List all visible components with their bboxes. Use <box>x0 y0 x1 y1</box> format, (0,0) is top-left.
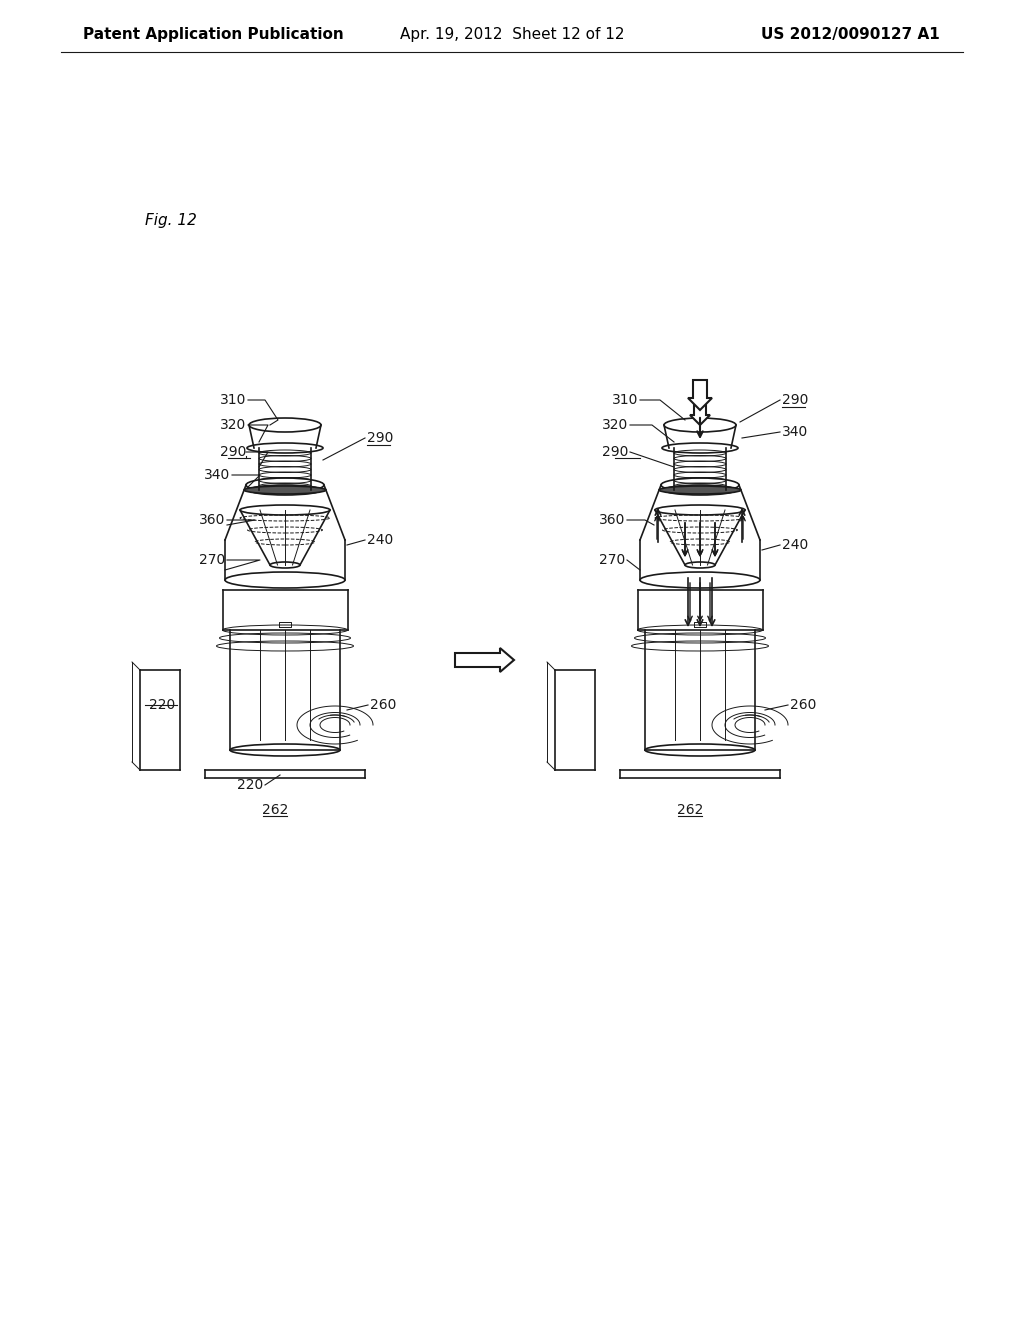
Text: Apr. 19, 2012  Sheet 12 of 12: Apr. 19, 2012 Sheet 12 of 12 <box>399 28 625 42</box>
Text: 310: 310 <box>219 393 246 407</box>
Text: 270: 270 <box>199 553 225 568</box>
Text: 290: 290 <box>782 393 808 407</box>
Text: Patent Application Publication: Patent Application Publication <box>83 28 344 42</box>
Text: 340: 340 <box>204 469 230 482</box>
Text: 290: 290 <box>219 445 246 459</box>
Text: 360: 360 <box>199 513 225 527</box>
Text: 260: 260 <box>790 698 816 711</box>
Text: 240: 240 <box>367 533 393 546</box>
Ellipse shape <box>244 486 326 494</box>
Text: 290: 290 <box>602 445 628 459</box>
Text: 262: 262 <box>677 803 703 817</box>
Text: 340: 340 <box>782 425 808 440</box>
Text: 220: 220 <box>148 698 175 711</box>
FancyArrow shape <box>690 395 710 425</box>
Text: 270: 270 <box>599 553 625 568</box>
Text: 320: 320 <box>602 418 628 432</box>
FancyArrow shape <box>688 380 712 411</box>
Text: Fig. 12: Fig. 12 <box>145 213 197 227</box>
Text: 262: 262 <box>262 803 288 817</box>
Text: US 2012/0090127 A1: US 2012/0090127 A1 <box>761 28 940 42</box>
Text: 220: 220 <box>237 777 263 792</box>
Ellipse shape <box>659 486 741 494</box>
FancyArrow shape <box>455 648 514 672</box>
Text: 290: 290 <box>367 432 393 445</box>
Text: 240: 240 <box>782 539 808 552</box>
Text: 310: 310 <box>611 393 638 407</box>
Text: 260: 260 <box>370 698 396 711</box>
Text: 320: 320 <box>220 418 246 432</box>
Text: 360: 360 <box>599 513 625 527</box>
